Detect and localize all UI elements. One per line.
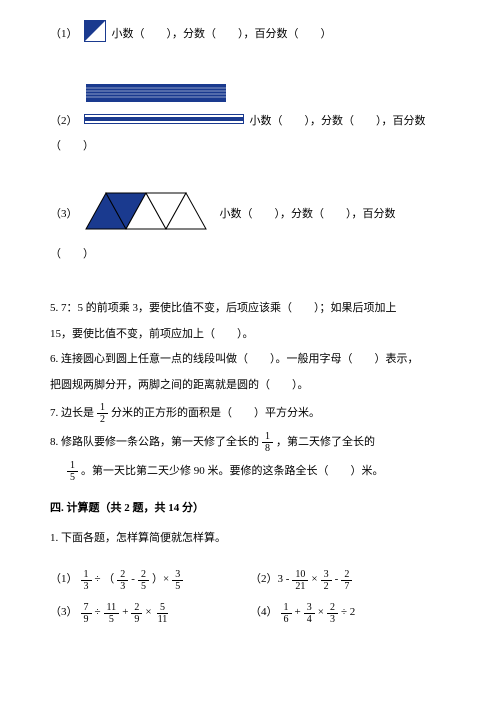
q7-b: 分米的正方形的面积是（ [111, 404, 232, 424]
q6-e: ）。 [292, 376, 309, 396]
q6-blank3 [270, 376, 292, 396]
calc-p2: （2） 3 - 1021 × 32 - 27 [250, 569, 450, 592]
q1-t1: 小数（ [112, 25, 145, 45]
q3-blank2 [324, 205, 346, 225]
q1-blank1 [145, 25, 167, 45]
question-8: 8. 修路队要修一条公路，第一天修了全长的 1 8 ，第二天修了全长的 1 5 … [50, 431, 450, 483]
q5-a: 5. 7：5 的前项乘 3，要使比值不变，后项应该乘（ [50, 299, 292, 319]
q6-b: ）。一般用字母（ [270, 350, 353, 370]
q1-t4: ） [321, 25, 332, 45]
q1-blank2 [216, 25, 238, 45]
question-5: 5. 7：5 的前项乘 3，要使比值不变，后项应该乘（ ）；如果后项加上 15，… [50, 299, 450, 345]
calc-row-2: （3） 79 ÷ 115 + 29 × 511 （4） 16 + 34 × 23… [50, 602, 450, 625]
q5-blank1 [292, 299, 314, 319]
calc-p1: （1） 13 ÷ （ 23 - 25 ）× 35 [50, 569, 250, 592]
q2-blank1 [283, 112, 305, 132]
q6-d: 把圆规两脚分开，两脚之间的距离就是圆的（ [50, 376, 270, 396]
calc-p3: （3） 79 ÷ 115 + 29 × 511 [50, 602, 250, 625]
q1-t2: ），分数（ [167, 25, 217, 45]
q5-blank2 [215, 325, 237, 345]
q1-blank3 [299, 25, 321, 45]
q2-t3: ），百分数 [376, 112, 426, 132]
q8-f2: 1 5 [67, 460, 78, 483]
q7-frac: 1 2 [97, 402, 108, 425]
q8-c: 。第一天比第二天少修 90 米。要修的这条路全长（ [81, 462, 329, 482]
q3-blank3: （ ） [50, 245, 94, 265]
q2-blank2 [354, 112, 376, 132]
q7-blank [232, 404, 254, 424]
question-2: （2） 小数（ ），分数（ ），百分数 （ ） [50, 84, 450, 157]
q8-a: 8. 修路队要修一条公路，第一天修了全长的 [50, 433, 259, 453]
q2-t1: 小数（ [250, 112, 283, 132]
q1-figure [84, 20, 106, 50]
question-6: 6. 连接圆心到圆上任意一点的线段叫做（ ）。一般用字母（ ）表示， 把圆规两脚… [50, 350, 450, 396]
q2-label: （2） [50, 112, 78, 132]
q3-t1: 小数（ [220, 205, 253, 225]
q8-blank [329, 462, 351, 482]
q3-figure [84, 191, 214, 239]
q6-a: 6. 连接圆心到圆上任意一点的线段叫做（ [50, 350, 248, 370]
q2-figure-bottom [84, 112, 244, 132]
q1-label: （1） [50, 25, 78, 45]
section-4-title: 四. 计算题（共 2 题，共 14 分） [50, 499, 450, 519]
q6-blank1 [248, 350, 270, 370]
q2-t2: ），分数（ [305, 112, 355, 132]
q3-t3: ），百分数 [346, 205, 396, 225]
q1-t3: ），百分数（ [238, 25, 299, 45]
q3-blank1 [253, 205, 275, 225]
calc-p4: （4） 16 + 34 × 23 ÷ 2 [250, 602, 450, 625]
q7-a: 7. 边长是 [50, 404, 94, 424]
q2-blank3: （ ） [50, 137, 94, 157]
q5-b: ）；如果后项加上 [314, 299, 397, 319]
q8-d: ）米。 [351, 462, 384, 482]
q6-blank2 [353, 350, 375, 370]
q5-c: 15，要使比值不变，前项应加上（ [50, 325, 215, 345]
question-3: （3） 小数（ ），分数（ ），百分数 （ ） [50, 191, 450, 265]
calc-intro: 1. 下面各题，怎样算简便就怎样算。 [50, 529, 450, 549]
calc-row-1: （1） 13 ÷ （ 23 - 25 ）× 35 （2） 3 - 1021 × … [50, 569, 450, 592]
q5-d: ）。 [237, 325, 254, 345]
q3-label: （3） [50, 205, 78, 225]
q3-t2: ），分数（ [275, 205, 325, 225]
q6-c: ）表示， [375, 350, 419, 370]
q7-c: ）平方分米。 [254, 404, 320, 424]
question-7: 7. 边长是 1 2 分米的正方形的面积是（ ）平方分米。 [50, 402, 450, 425]
q8-b: ，第二天修了全长的 [276, 433, 375, 453]
q8-f1: 1 8 [262, 431, 273, 454]
q2-figure-top [86, 84, 226, 110]
question-1: （1） 小数（ ），分数（ ），百分数（ ） [50, 20, 450, 50]
